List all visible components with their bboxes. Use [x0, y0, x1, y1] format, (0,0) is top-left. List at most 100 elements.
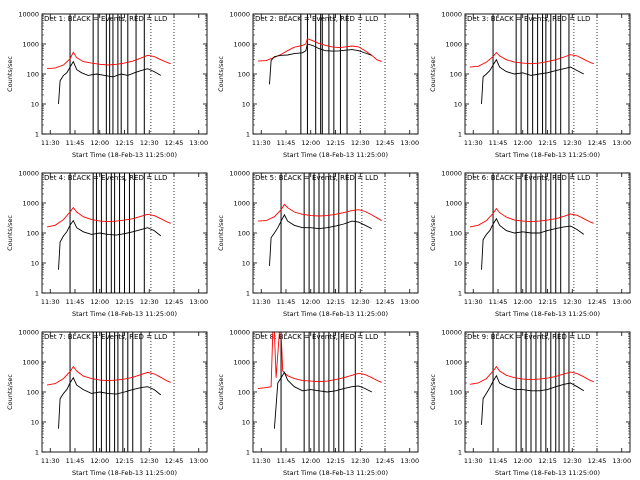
x-tick-label: 12:00 [90, 298, 109, 306]
x-axis-label: Start Time (18-Feb-13 11:25:00) [72, 310, 177, 318]
x-tick-label: 12:45 [588, 139, 607, 147]
x-tick-label: 12:30 [351, 457, 370, 465]
x-tick-label: 12:45 [376, 298, 395, 306]
plot-frame [41, 331, 208, 453]
x-tick-label: 12:00 [301, 457, 320, 465]
x-axis-label: Start Time (18-Feb-13 11:25:00) [283, 310, 388, 318]
x-tick-label: 11:45 [489, 298, 508, 306]
series-events [481, 58, 585, 105]
y-tick-label: 10 [31, 419, 39, 427]
y-tick-label: 100 [27, 71, 39, 79]
y-tick-label: 1000 [445, 41, 462, 49]
x-tick-label: 11:45 [66, 457, 85, 465]
y-tick-label: 10000 [441, 329, 462, 337]
x-tick-label: 12:15 [538, 139, 557, 147]
series-events [58, 376, 162, 429]
plot-frame [252, 331, 419, 453]
series-lld [257, 203, 382, 222]
y-tick-label: 10 [454, 419, 462, 427]
y-tick-label: 100 [238, 389, 250, 397]
x-tick-label: 11:30 [464, 457, 483, 465]
panel-title: Det 3: BLACK = Events, RED = LLD [467, 15, 590, 23]
x-tick-label: 12:45 [588, 457, 607, 465]
panel-det-8: Det 8: BLACK = Events, RED = LLD Counts/s… [217, 329, 419, 478]
plot-frame [41, 172, 208, 294]
y-tick-label: 10000 [18, 11, 39, 19]
y-tick-label: 1000 [22, 41, 39, 49]
panel-title: Det 4: BLACK = Events, RED = LLD [44, 174, 167, 182]
x-tick-label: 13:00 [400, 457, 419, 465]
x-tick-label: 12:15 [326, 457, 345, 465]
x-tick-label: 11:45 [277, 139, 296, 147]
x-axis-label: Start Time (18-Feb-13 11:25:00) [495, 469, 600, 477]
plot-frame [464, 13, 631, 135]
y-tick-label: 10000 [229, 170, 250, 178]
y-tick-label: 1000 [22, 359, 39, 367]
y-tick-label: 1000 [233, 359, 250, 367]
x-tick-label: 12:00 [301, 139, 320, 147]
panel-title: Det 7: BLACK = Events, RED = LLD [44, 333, 167, 341]
x-tick-label: 12:00 [513, 139, 532, 147]
x-tick-label: 11:45 [66, 298, 85, 306]
y-tick-label: 10 [242, 101, 250, 109]
y-tick-label: 10 [31, 260, 39, 268]
x-tick-label: 12:00 [90, 139, 109, 147]
y-tick-label: 1000 [233, 200, 250, 208]
x-tick-label: 11:45 [66, 139, 85, 147]
x-tick-label: 11:45 [489, 139, 508, 147]
x-tick-label: 12:00 [90, 457, 109, 465]
plot-frame [41, 13, 208, 135]
x-tick-label: 13:00 [189, 457, 208, 465]
y-tick-label: 100 [450, 389, 462, 397]
x-tick-label: 12:15 [326, 298, 345, 306]
x-tick-label: 11:30 [41, 457, 60, 465]
x-tick-label: 12:30 [563, 139, 582, 147]
x-tick-label: 12:45 [165, 139, 184, 147]
y-tick-label: 1 [35, 131, 39, 139]
y-tick-label: 100 [27, 230, 39, 238]
y-tick-label: 1 [35, 449, 39, 457]
x-tick-label: 12:00 [301, 298, 320, 306]
series-lld [46, 206, 171, 228]
series-lld [257, 38, 382, 63]
y-axis-label: Counts/sec [6, 374, 14, 410]
y-tick-label: 10 [31, 101, 39, 109]
panel-title: Det 1: BLACK = Events, RED = LLD [44, 15, 167, 23]
series-events [58, 60, 162, 105]
y-tick-label: 1000 [445, 359, 462, 367]
x-tick-label: 13:00 [400, 139, 419, 147]
y-tick-label: 10000 [18, 170, 39, 178]
y-tick-label: 1 [246, 290, 250, 298]
series-lld [46, 365, 171, 386]
x-tick-label: 13:00 [189, 298, 208, 306]
y-tick-label: 1 [246, 131, 250, 139]
y-tick-label: 100 [27, 389, 39, 397]
x-tick-label: 12:45 [376, 139, 395, 147]
x-tick-label: 12:30 [140, 457, 159, 465]
series-events [481, 217, 585, 270]
y-tick-label: 100 [238, 71, 250, 79]
x-tick-label: 12:30 [563, 457, 582, 465]
panel-title: Det 5: BLACK = Events, RED = LLD [255, 174, 378, 182]
x-axis-label: Start Time (18-Feb-13 11:25:00) [72, 151, 177, 159]
series-events [269, 213, 373, 266]
x-tick-label: 13:00 [400, 298, 419, 306]
y-tick-label: 10000 [441, 11, 462, 19]
series-lld [469, 207, 594, 228]
panel-det-5: Det 5: BLACK = Events, RED = LLD Counts/s… [217, 170, 419, 319]
y-axis-label: Counts/sec [217, 215, 225, 251]
plot-frame [464, 331, 631, 453]
panel-det-6: Det 6: BLACK = Events, RED = LLD Counts/s… [429, 170, 631, 319]
x-tick-label: 13:00 [189, 139, 208, 147]
y-tick-label: 100 [238, 230, 250, 238]
x-tick-label: 11:30 [252, 139, 271, 147]
x-tick-label: 11:45 [489, 457, 508, 465]
series-lld [46, 51, 171, 70]
x-axis-label: Start Time (18-Feb-13 11:25:00) [283, 151, 388, 159]
x-tick-label: 12:15 [538, 457, 557, 465]
panel-title: Det 2: BLACK = Events, RED = LLD [255, 15, 378, 23]
series-events [58, 219, 162, 270]
x-tick-label: 13:00 [612, 298, 631, 306]
y-axis-label: Counts/sec [429, 215, 437, 251]
x-tick-label: 12:15 [115, 139, 134, 147]
